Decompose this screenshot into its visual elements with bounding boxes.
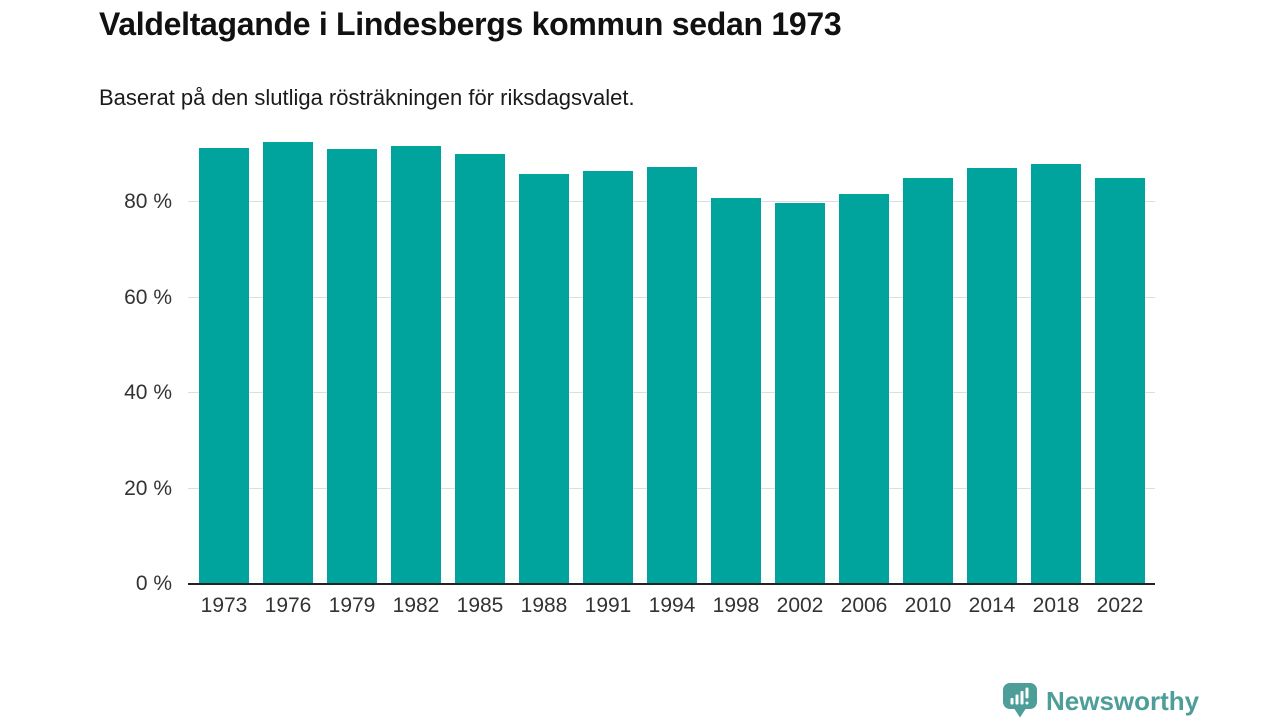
x-axis-tick-label: 1982: [392, 594, 440, 617]
x-axis-tick-label: 1998: [712, 594, 760, 617]
bar-1982: [391, 146, 441, 583]
bar-2010: [903, 178, 953, 583]
bar-1985: [455, 154, 505, 583]
bar-1991: [583, 171, 633, 583]
bar-1994: [647, 167, 697, 583]
bar-1979: [327, 149, 377, 583]
bar-1973: [199, 148, 249, 583]
y-axis-tick-label: 20 %: [124, 477, 172, 500]
bar-1976: [263, 142, 313, 583]
x-axis-tick-label: 1979: [328, 594, 376, 617]
newsworthy-logo-icon: [1003, 683, 1037, 719]
x-axis-tick-label: 1976: [264, 594, 312, 617]
x-axis-tick-label: 1991: [584, 594, 632, 617]
x-axis-tick-label: 1994: [648, 594, 696, 617]
x-axis-tick-label: 2022: [1096, 594, 1144, 617]
chart-title: Valdeltagande i Lindesbergs kommun sedan…: [99, 6, 842, 42]
x-axis-tick-label: 1973: [200, 594, 248, 617]
y-axis-tick-label: 60 %: [124, 286, 172, 309]
x-axis-tick-label: 2018: [1032, 594, 1080, 617]
x-axis-tick-label: 1985: [456, 594, 504, 617]
newsworthy-brand: Newsworthy: [1003, 683, 1199, 719]
y-axis-tick-label: 80 %: [124, 190, 172, 213]
x-axis-tick-label: 2014: [968, 594, 1016, 617]
bar-2002: [775, 203, 825, 583]
y-axis-tick-label: 0 %: [135, 572, 172, 595]
bar-2018: [1031, 164, 1081, 583]
chart-subtitle: Baserat på den slutliga rösträkningen fö…: [99, 85, 635, 110]
bar-1988: [519, 174, 569, 583]
newsworthy-brand-name: Newsworthy: [1046, 686, 1200, 716]
y-axis-tick-label: 40 %: [124, 381, 172, 404]
x-axis-line: [188, 583, 1155, 585]
x-axis-tick-label: 1988: [520, 594, 568, 617]
x-axis-tick-label: 2010: [904, 594, 952, 617]
bar-2014: [967, 168, 1017, 583]
x-axis-tick-label: 2002: [776, 594, 824, 617]
bar-2022: [1095, 178, 1145, 583]
x-axis-tick-label: 2006: [840, 594, 888, 617]
bar-2006: [839, 194, 889, 583]
bar-1998: [711, 198, 761, 583]
